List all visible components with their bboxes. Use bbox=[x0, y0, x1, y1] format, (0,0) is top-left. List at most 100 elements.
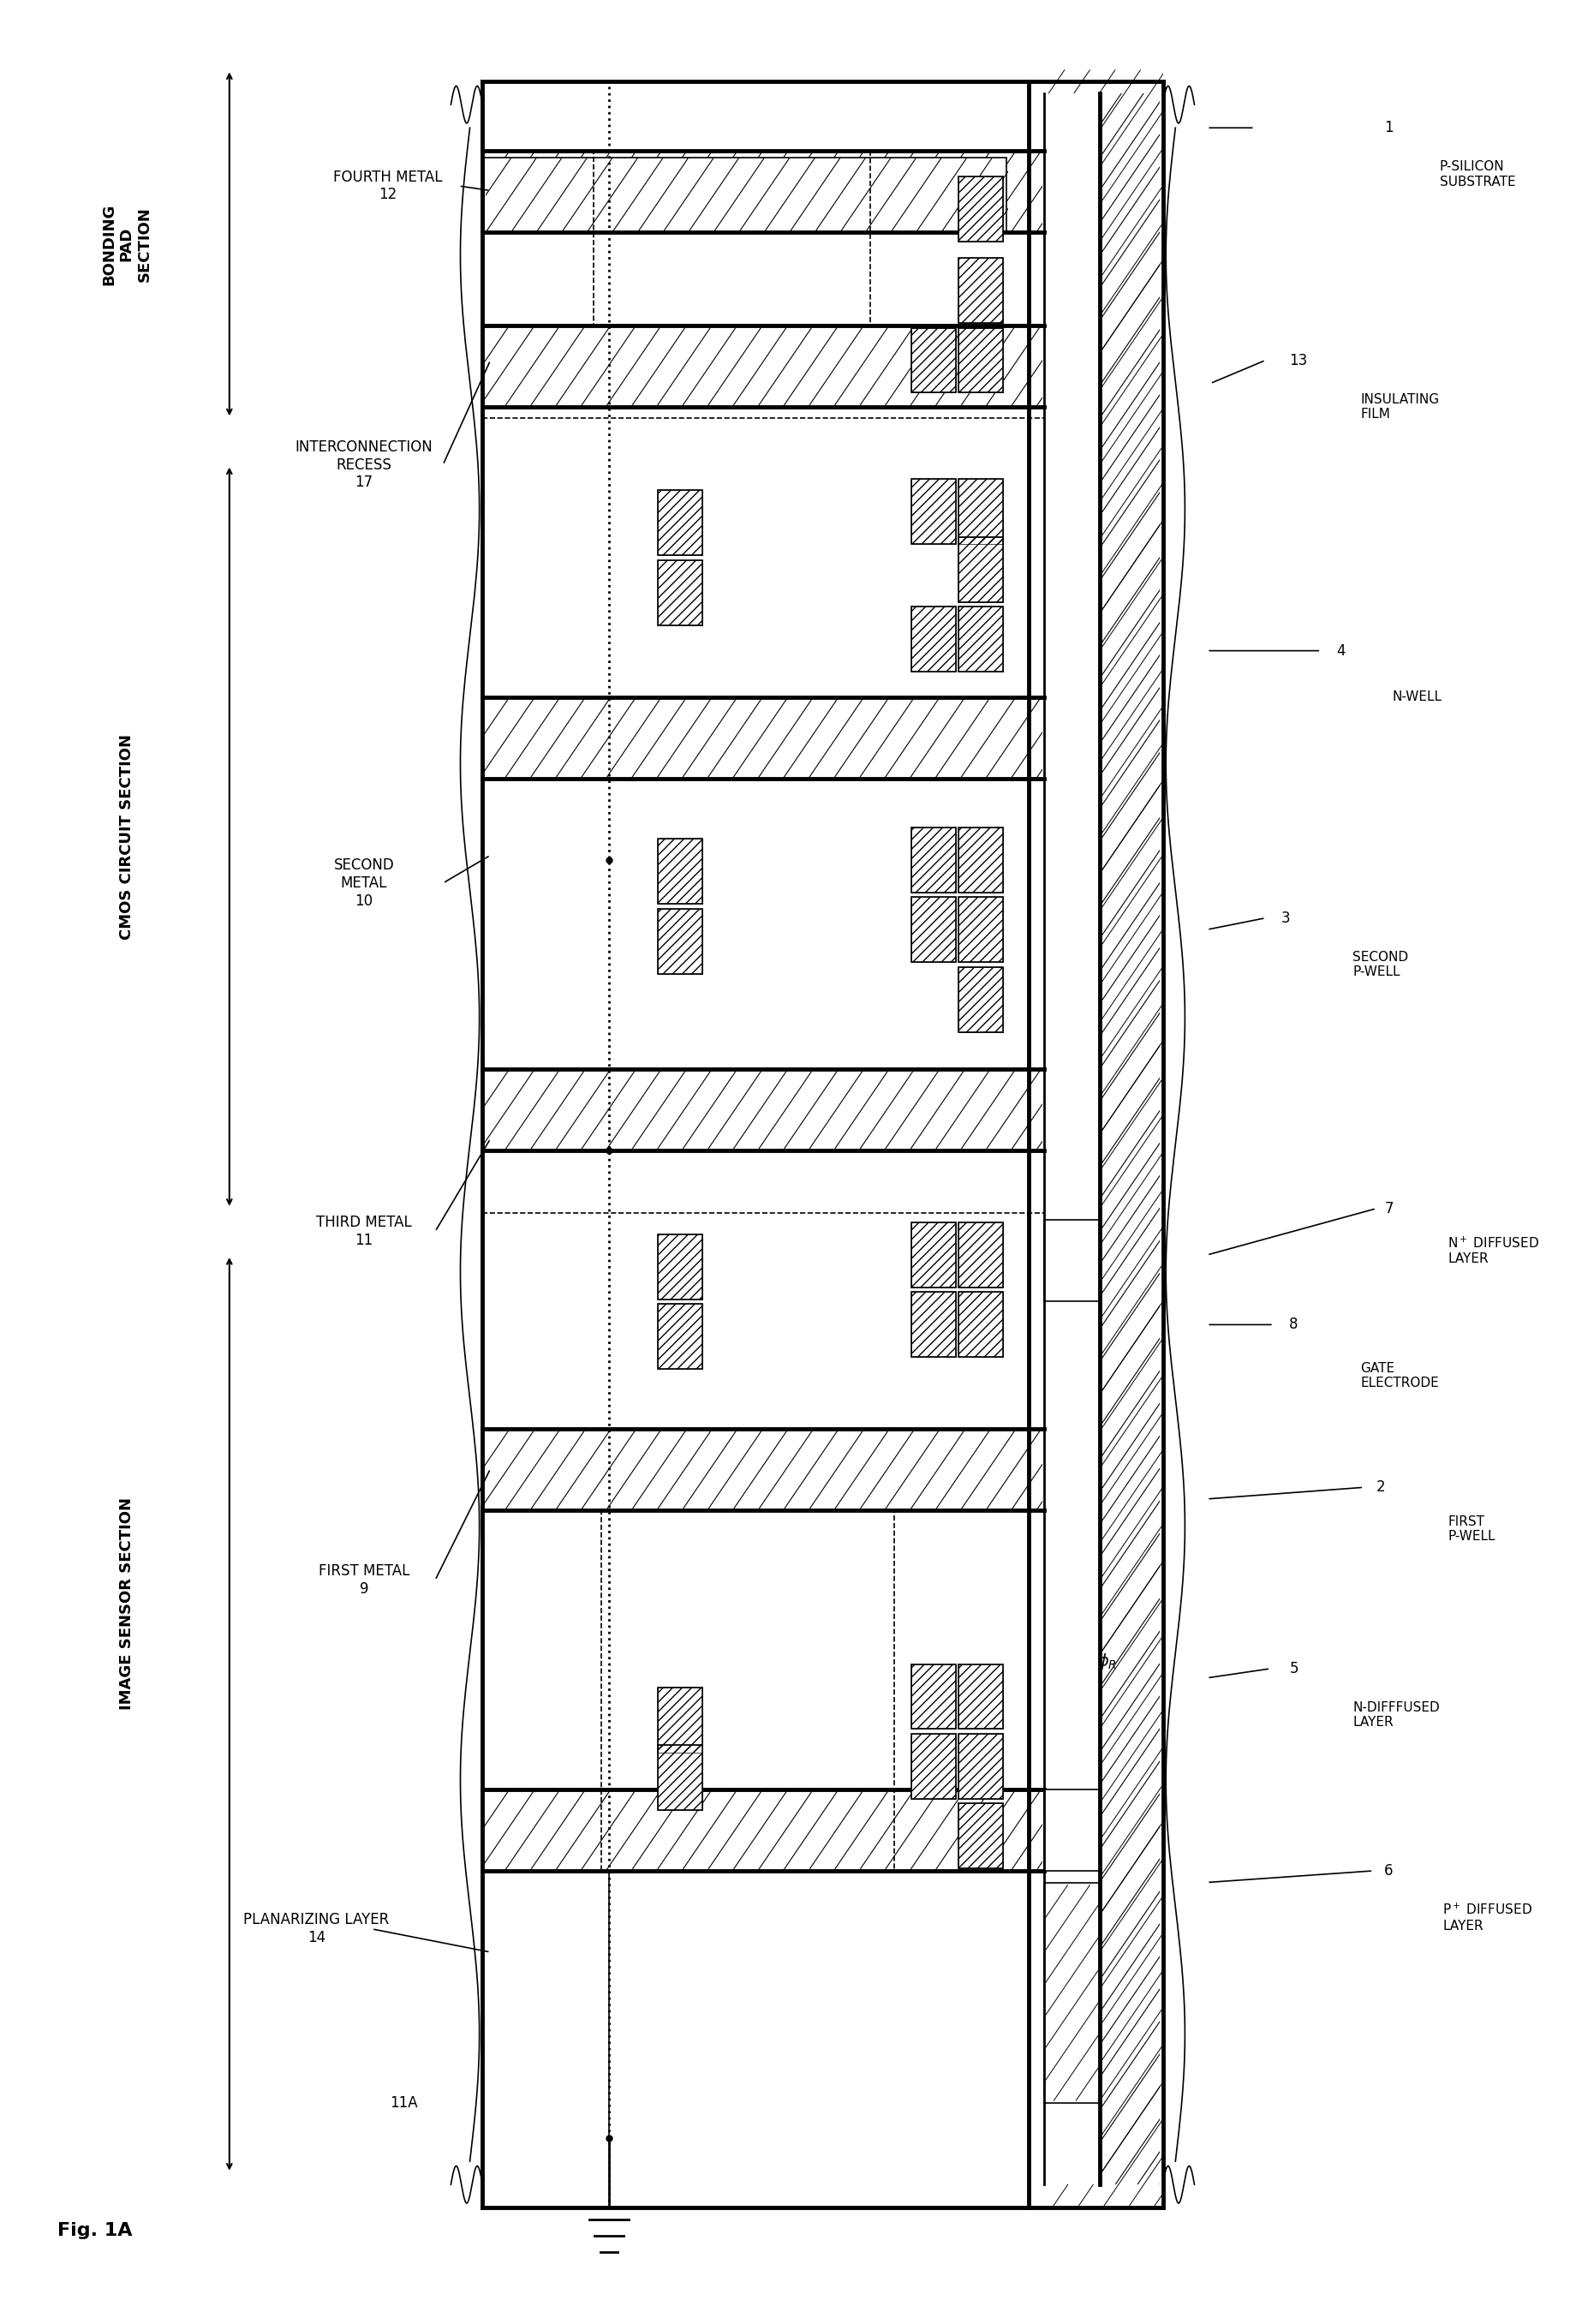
Bar bbox=[1099, 93, 1160, 2185]
Bar bbox=[593, 151, 870, 325]
Bar bbox=[959, 897, 1003, 962]
Text: 7: 7 bbox=[1384, 1202, 1394, 1215]
Bar bbox=[475, 70, 1202, 2208]
Bar bbox=[959, 479, 1003, 544]
Text: X: X bbox=[1071, 1341, 1081, 1355]
Bar bbox=[959, 1803, 1003, 1868]
Text: FIRST
P-WELL: FIRST P-WELL bbox=[1448, 1515, 1495, 1543]
Bar bbox=[658, 490, 702, 555]
Bar bbox=[658, 490, 702, 555]
Bar bbox=[658, 1745, 702, 1810]
Bar bbox=[911, 897, 956, 962]
Bar bbox=[959, 479, 1003, 544]
Text: SECOND
METAL
10: SECOND METAL 10 bbox=[334, 858, 394, 909]
Bar bbox=[911, 1222, 956, 1287]
Text: BONDING
PAD
SECTION: BONDING PAD SECTION bbox=[101, 202, 152, 286]
Text: INTERCONNECTION
RECESS
17: INTERCONNECTION RECESS 17 bbox=[294, 439, 433, 490]
Bar bbox=[959, 1664, 1003, 1729]
Text: 2: 2 bbox=[1376, 1480, 1386, 1494]
Bar bbox=[484, 232, 1043, 325]
Bar bbox=[658, 1687, 702, 1752]
Bar bbox=[959, 1292, 1003, 1357]
Bar bbox=[959, 1222, 1003, 1287]
Text: $V_{out}$: $V_{out}$ bbox=[562, 1222, 593, 1241]
Bar bbox=[911, 479, 956, 544]
Text: P-SILICON
SUBSTRATE: P-SILICON SUBSTRATE bbox=[1440, 160, 1516, 188]
Bar bbox=[959, 1222, 1003, 1287]
Bar bbox=[959, 537, 1003, 602]
Bar bbox=[658, 1234, 702, 1299]
Bar bbox=[959, 607, 1003, 672]
Text: 8: 8 bbox=[1289, 1318, 1299, 1332]
Text: SECOND
P-WELL: SECOND P-WELL bbox=[1353, 951, 1408, 978]
Bar bbox=[658, 839, 702, 904]
Bar bbox=[911, 1664, 956, 1729]
Bar bbox=[959, 1734, 1003, 1799]
Bar bbox=[1044, 1789, 1099, 1871]
Bar bbox=[911, 897, 956, 962]
Bar bbox=[484, 325, 1043, 407]
Bar bbox=[959, 827, 1003, 892]
Text: N-DIFFFUSED
LAYER: N-DIFFFUSED LAYER bbox=[1353, 1701, 1440, 1729]
Bar bbox=[484, 1429, 1043, 1511]
Bar bbox=[483, 70, 1163, 2208]
Bar bbox=[911, 827, 956, 892]
Bar bbox=[1044, 1220, 1099, 1301]
Bar bbox=[1046, 1885, 1098, 2101]
Bar bbox=[959, 177, 1003, 242]
Bar bbox=[911, 1222, 956, 1287]
Bar bbox=[911, 328, 956, 393]
Bar bbox=[911, 1292, 956, 1357]
Bar bbox=[658, 1687, 702, 1752]
Text: 6: 6 bbox=[1384, 1864, 1394, 1878]
Bar bbox=[1044, 93, 1099, 2185]
Bar bbox=[911, 607, 956, 672]
Text: N-WELL: N-WELL bbox=[1392, 690, 1441, 704]
Bar bbox=[658, 560, 702, 625]
Bar bbox=[484, 779, 1043, 1069]
Bar bbox=[658, 839, 702, 904]
Bar bbox=[959, 827, 1003, 892]
Bar bbox=[483, 70, 1044, 2208]
Text: $V_{DD}$: $V_{DD}$ bbox=[563, 1571, 592, 1590]
Bar bbox=[959, 328, 1003, 393]
Bar bbox=[959, 258, 1003, 323]
Text: 4: 4 bbox=[1337, 644, 1346, 658]
Bar bbox=[484, 158, 1006, 232]
Text: P$^+$ DIFFUSED
LAYER: P$^+$ DIFFUSED LAYER bbox=[1443, 1903, 1533, 1931]
Text: FOURTH METAL
12: FOURTH METAL 12 bbox=[332, 170, 443, 202]
Bar bbox=[658, 1304, 702, 1369]
Bar bbox=[658, 909, 702, 974]
Bar bbox=[1044, 1882, 1099, 2103]
Text: GATE
ELECTRODE: GATE ELECTRODE bbox=[1361, 1362, 1440, 1390]
Text: Fig. 1A: Fig. 1A bbox=[57, 2222, 133, 2240]
Text: THIRD METAL
11: THIRD METAL 11 bbox=[316, 1215, 411, 1248]
Bar bbox=[959, 967, 1003, 1032]
Bar bbox=[658, 560, 702, 625]
Bar bbox=[959, 1292, 1003, 1357]
Text: IMAGE SENSOR SECTION: IMAGE SENSOR SECTION bbox=[119, 1497, 134, 1710]
Bar bbox=[959, 177, 1003, 242]
Bar bbox=[911, 827, 956, 892]
Bar bbox=[911, 1664, 956, 1729]
Bar bbox=[959, 258, 1003, 323]
Text: INSULATING
FILM: INSULATING FILM bbox=[1361, 393, 1440, 421]
Bar bbox=[911, 1292, 956, 1357]
Bar bbox=[959, 1664, 1003, 1729]
Text: 13: 13 bbox=[1289, 353, 1308, 367]
Bar bbox=[484, 1069, 1043, 1150]
Text: PLANARIZING LAYER
14: PLANARIZING LAYER 14 bbox=[244, 1913, 389, 1945]
Bar bbox=[484, 1789, 1043, 1871]
Text: $\phi_R$: $\phi_R$ bbox=[1098, 1652, 1117, 1671]
Bar bbox=[601, 1511, 894, 1871]
Bar bbox=[959, 897, 1003, 962]
Text: 5: 5 bbox=[1289, 1662, 1299, 1676]
Bar bbox=[484, 1150, 1043, 1429]
Bar bbox=[658, 909, 702, 974]
Text: FIRST METAL
9: FIRST METAL 9 bbox=[318, 1564, 410, 1597]
Bar bbox=[484, 697, 1043, 779]
Text: CMOS CIRCUIT SECTION: CMOS CIRCUIT SECTION bbox=[119, 734, 134, 939]
Bar bbox=[484, 1871, 1043, 2092]
Bar bbox=[959, 967, 1003, 1032]
Bar bbox=[658, 1745, 702, 1810]
